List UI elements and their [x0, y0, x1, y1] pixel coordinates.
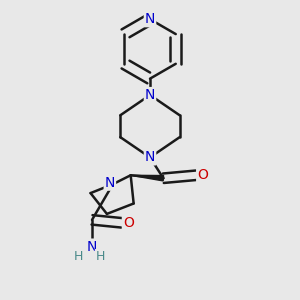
Text: N: N — [145, 12, 155, 26]
Text: O: O — [197, 168, 208, 182]
Polygon shape — [131, 175, 164, 181]
Text: N: N — [145, 150, 155, 164]
Text: O: O — [123, 216, 134, 230]
Text: N: N — [105, 176, 115, 190]
Text: H: H — [96, 250, 105, 263]
Text: N: N — [87, 240, 97, 254]
Text: N: N — [145, 88, 155, 102]
Text: H: H — [74, 250, 83, 263]
